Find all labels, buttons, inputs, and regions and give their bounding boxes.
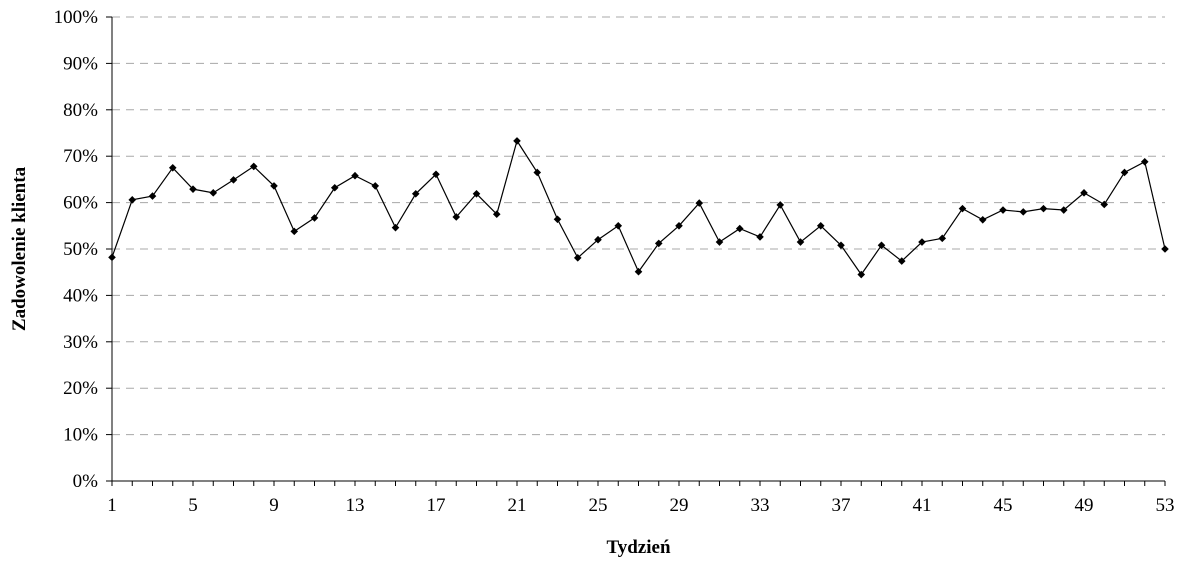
data-point	[877, 241, 886, 250]
y-tick-label: 50%	[63, 239, 98, 260]
data-point	[735, 224, 744, 233]
y-tick-label: 60%	[63, 193, 98, 214]
y-tick-label: 30%	[63, 332, 98, 353]
data-point	[452, 213, 461, 221]
x-tick-label: 29	[670, 495, 689, 516]
x-axis-ticks: 1 5 9 13 17 21 25 29 33 37 41 45 49 53	[107, 481, 1175, 516]
series-group	[108, 137, 1169, 279]
data-point	[918, 238, 926, 246]
x-tick-label: 13	[346, 495, 365, 516]
data-point	[513, 137, 521, 145]
data-point	[351, 171, 359, 180]
y-tick-label: 0%	[73, 471, 99, 492]
x-tick-label: 45	[994, 495, 1013, 516]
y-tick-label: 100%	[54, 7, 99, 28]
data-point	[492, 210, 501, 218]
y-axis-ticks: 0% 10% 20% 30% 40% 50% 60% 70% 80% 90% 100%	[54, 7, 112, 492]
data-point	[290, 227, 299, 236]
data-point	[330, 183, 339, 192]
data-point	[411, 189, 420, 198]
x-tick-label: 21	[508, 495, 527, 516]
data-point	[756, 233, 764, 241]
x-tick-label: 49	[1075, 495, 1094, 516]
y-tick-label: 80%	[63, 100, 98, 121]
x-tick-label: 33	[751, 495, 770, 516]
data-point	[1019, 208, 1028, 216]
y-tick-label: 10%	[63, 425, 98, 446]
x-tick-label: 17	[427, 495, 446, 516]
data-point	[310, 214, 319, 222]
data-point	[108, 253, 116, 262]
x-tick-label: 9	[269, 495, 279, 516]
data-point	[614, 222, 623, 230]
data-point	[857, 270, 866, 279]
data-point	[958, 204, 967, 213]
data-point	[897, 257, 906, 265]
data-point	[634, 267, 643, 276]
data-point	[229, 176, 238, 184]
data-point	[1100, 200, 1109, 209]
data-point	[371, 182, 380, 190]
data-point	[695, 199, 704, 207]
y-tick-label: 20%	[63, 378, 98, 399]
data-point	[472, 189, 481, 198]
data-point	[978, 215, 987, 224]
data-point	[432, 170, 440, 179]
data-point	[1039, 204, 1048, 213]
data-point	[270, 182, 278, 190]
data-point	[675, 222, 683, 230]
data-point	[999, 206, 1007, 214]
x-tick-label: 25	[589, 495, 608, 516]
data-point	[1059, 206, 1068, 214]
gridlines	[112, 16, 1165, 436]
y-tick-label: 40%	[63, 285, 98, 306]
data-point	[209, 189, 218, 197]
data-point	[715, 238, 724, 246]
data-point	[1120, 168, 1129, 177]
series-line	[111, 139, 1166, 276]
data-point	[573, 254, 582, 262]
x-tick-label: 41	[913, 495, 932, 516]
data-point	[1161, 245, 1169, 253]
data-point	[594, 235, 602, 244]
y-tick-label: 90%	[63, 53, 98, 74]
y-tick-label: 70%	[63, 146, 98, 167]
y-axis-title: Zadowolenie klienta	[9, 166, 30, 331]
data-point	[391, 223, 400, 232]
data-point	[553, 215, 562, 224]
data-point	[189, 185, 197, 193]
data-point	[796, 238, 805, 246]
data-point	[128, 196, 137, 204]
x-axis-title: Tydzień	[606, 537, 670, 558]
data-point	[654, 239, 663, 248]
data-point	[533, 168, 542, 177]
x-tick-label: 37	[832, 495, 851, 516]
x-tick-label: 53	[1156, 495, 1175, 516]
data-point	[837, 241, 845, 250]
data-point	[1080, 189, 1088, 197]
data-point	[148, 192, 157, 200]
data-point	[1140, 157, 1149, 166]
data-point	[249, 162, 258, 171]
data-point	[168, 164, 177, 172]
x-tick-label: 5	[188, 495, 198, 516]
data-point	[816, 222, 825, 230]
data-point	[938, 234, 947, 243]
x-tick-label: 1	[107, 495, 117, 516]
data-point	[776, 201, 785, 209]
